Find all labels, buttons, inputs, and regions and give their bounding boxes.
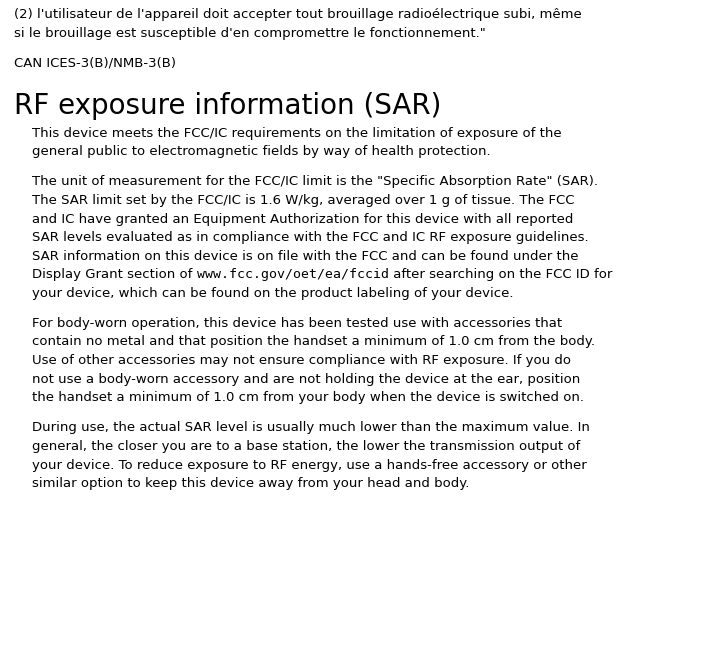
Text: Display Grant section of: Display Grant section of [32,268,197,281]
Text: your device, which can be found on the product labeling of your device.: your device, which can be found on the p… [32,287,513,300]
Text: The SAR limit set by the FCC/IC is 1.6 W/kg, averaged over 1 g of tissue. The FC: The SAR limit set by the FCC/IC is 1.6 W… [32,194,575,207]
Text: SAR levels evaluated as in compliance with the FCC and IC RF exposure guidelines: SAR levels evaluated as in compliance wi… [32,231,589,244]
Text: and IC have granted an Equipment Authorization for this device with all reported: and IC have granted an Equipment Authori… [32,213,573,226]
Text: the handset a minimum of 1.0 cm from your body when the device is switched on.: the handset a minimum of 1.0 cm from you… [32,391,584,404]
Text: This device meets the FCC/IC requirements on the limitation of exposure of the: This device meets the FCC/IC requirement… [32,127,562,140]
Text: after searching on the FCC ID for: after searching on the FCC ID for [389,268,612,281]
Text: Use of other accessories may not ensure compliance with RF exposure. If you do: Use of other accessories may not ensure … [32,354,571,367]
Text: www.fcc.gov/oet/ea/fccid: www.fcc.gov/oet/ea/fccid [197,268,389,281]
Text: si le brouillage est susceptible d'en compromettre le fonctionnement.": si le brouillage est susceptible d'en co… [14,27,486,40]
Text: The unit of measurement for the FCC/IC limit is the "Specific Absorption Rate" (: The unit of measurement for the FCC/IC l… [32,176,598,188]
Text: RF exposure information (SAR): RF exposure information (SAR) [14,92,442,120]
Text: CAN ICES-3(B)/NMB-3(B): CAN ICES-3(B)/NMB-3(B) [14,57,176,70]
Text: similar option to keep this device away from your head and body.: similar option to keep this device away … [32,477,469,490]
Text: not use a body-worn accessory and are not holding the device at the ear, positio: not use a body-worn accessory and are no… [32,372,580,385]
Text: For body-worn operation, this device has been tested use with accessories that: For body-worn operation, this device has… [32,317,562,330]
Text: SAR information on this device is on file with the FCC and can be found under th: SAR information on this device is on fil… [32,250,578,263]
Text: (2) l'utilisateur de l'appareil doit accepter tout brouillage radioélectrique su: (2) l'utilisateur de l'appareil doit acc… [14,8,582,21]
Text: general public to electromagnetic fields by way of health protection.: general public to electromagnetic fields… [32,145,491,158]
Text: general, the closer you are to a base station, the lower the transmission output: general, the closer you are to a base st… [32,440,580,453]
Text: contain no metal and that position the handset a minimum of 1.0 cm from the body: contain no metal and that position the h… [32,335,595,348]
Text: your device. To reduce exposure to RF energy, use a hands-free accessory or othe: your device. To reduce exposure to RF en… [32,458,586,471]
Text: During use, the actual SAR level is usually much lower than the maximum value. I: During use, the actual SAR level is usua… [32,421,590,434]
